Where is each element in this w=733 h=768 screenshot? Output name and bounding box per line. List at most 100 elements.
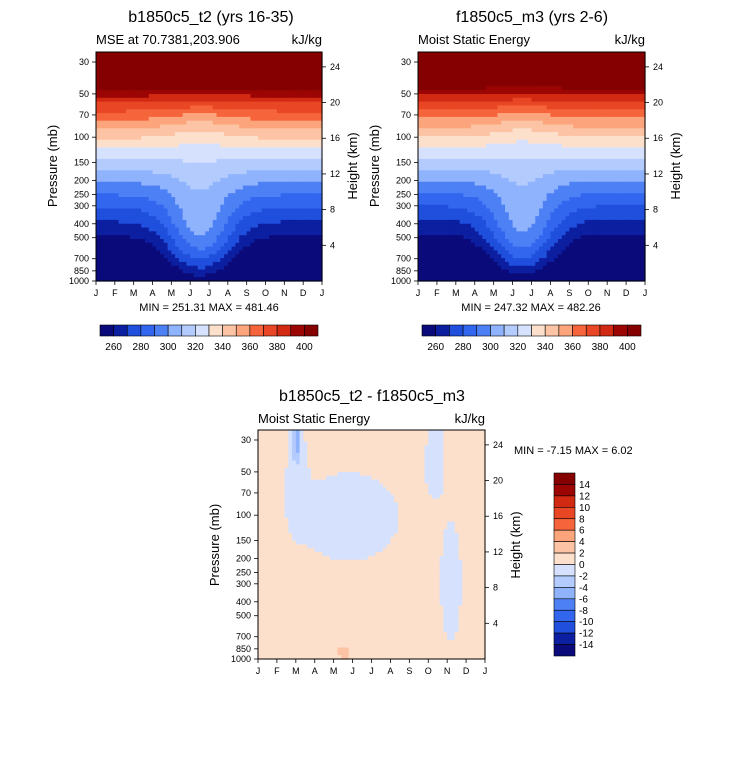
contour-cell: [254, 205, 258, 209]
contour-cell: [205, 109, 209, 113]
contour-cell: [543, 71, 547, 75]
contour-cell: [119, 56, 123, 60]
contour-cell: [250, 197, 254, 201]
contour-cell: [168, 56, 172, 60]
contour-cell: [115, 273, 119, 277]
contour-cell: [467, 83, 471, 87]
contour-cell: [463, 109, 467, 113]
contour-cell: [235, 258, 239, 262]
contour-cell: [607, 90, 611, 94]
contour-cell: [111, 90, 115, 94]
contour-cell: [186, 56, 190, 60]
contour-cell: [307, 86, 311, 90]
contour-cell: [198, 273, 202, 277]
contour-cell: [160, 174, 164, 178]
contour-cell: [486, 75, 490, 79]
contour-cell: [175, 109, 179, 113]
contour-cell: [311, 132, 315, 136]
contour-cell: [482, 94, 486, 98]
contour-cell: [482, 71, 486, 75]
contour-cell: [479, 98, 483, 102]
contour-cell: [141, 273, 145, 277]
contour-cell: [239, 155, 243, 159]
contour-cell: [104, 220, 108, 224]
contour-cell: [228, 132, 232, 136]
contour-cell: [224, 109, 228, 113]
contour-cell: [209, 117, 213, 121]
contour-cell: [509, 128, 513, 132]
contour-cell: [104, 243, 108, 247]
contour-cell: [160, 86, 164, 90]
contour-cell: [262, 186, 266, 190]
contour-cell: [634, 67, 638, 71]
contour-cell: [588, 63, 592, 67]
contour-cell: [543, 83, 547, 87]
contour-cell: [164, 254, 168, 258]
contour-cell: [130, 109, 134, 113]
contour-cell: [149, 94, 153, 98]
contour-cell: [175, 71, 179, 75]
contour-cell: [213, 63, 217, 67]
contour-cell: [119, 60, 123, 64]
contour-cell: [209, 121, 213, 125]
contour-cell: [262, 52, 266, 56]
contour-cell: [194, 201, 198, 205]
contour-cell: [235, 170, 239, 174]
contour-cell: [228, 273, 232, 277]
contour-cell: [258, 254, 262, 258]
contour-cell: [134, 182, 138, 186]
contour-cell: [217, 216, 221, 220]
contour-cell: [213, 71, 217, 75]
contour-cell: [149, 109, 153, 113]
contour-cell: [239, 182, 243, 186]
contour-cell: [250, 60, 254, 64]
contour-cell: [179, 79, 183, 83]
contour-cell: [201, 140, 205, 144]
contour-cell: [201, 67, 205, 71]
contour-cell: [205, 212, 209, 216]
y-right-tick-label: 20: [330, 98, 340, 108]
contour-cell: [581, 125, 585, 129]
contour-cell: [284, 94, 288, 98]
contour-cell: [277, 71, 281, 75]
contour-cell: [130, 83, 134, 87]
contour-cell: [509, 132, 513, 136]
contour-cell: [228, 128, 232, 132]
contour-cell: [615, 79, 619, 83]
contour-cell: [444, 102, 448, 106]
contour-cell: [250, 262, 254, 266]
contour-cell: [100, 136, 104, 140]
contour-cell: [284, 113, 288, 117]
contour-cell: [311, 63, 315, 67]
contour-cell: [448, 102, 452, 106]
contour-cell: [292, 67, 296, 71]
contour-cell: [243, 94, 247, 98]
contour-cell: [168, 167, 172, 171]
contour-cell: [190, 228, 194, 232]
contour-cell: [307, 121, 311, 125]
contour-cell: [243, 178, 247, 182]
contour-cell: [107, 105, 111, 109]
contour-cell: [156, 174, 160, 178]
contour-cell: [314, 79, 318, 83]
contour-cell: [460, 75, 464, 79]
contour-cell: [171, 98, 175, 102]
contour-cell: [175, 178, 179, 182]
contour-cell: [134, 67, 138, 71]
contour-cell: [96, 228, 100, 232]
contour-cell: [213, 147, 217, 151]
contour-cell: [615, 86, 619, 90]
contour-cell: [111, 136, 115, 140]
contour-cell: [281, 136, 285, 140]
contour-cell: [156, 186, 160, 190]
contour-cell: [194, 182, 198, 186]
contour-cell: [573, 102, 577, 106]
contour-cell: [160, 201, 164, 205]
contour-cell: [273, 147, 277, 151]
contour-cell: [486, 128, 490, 132]
contour-cell: [119, 83, 123, 87]
contour-cell: [149, 60, 153, 64]
contour-cell: [482, 60, 486, 64]
contour-cell: [119, 90, 123, 94]
contour-cell: [164, 151, 168, 155]
